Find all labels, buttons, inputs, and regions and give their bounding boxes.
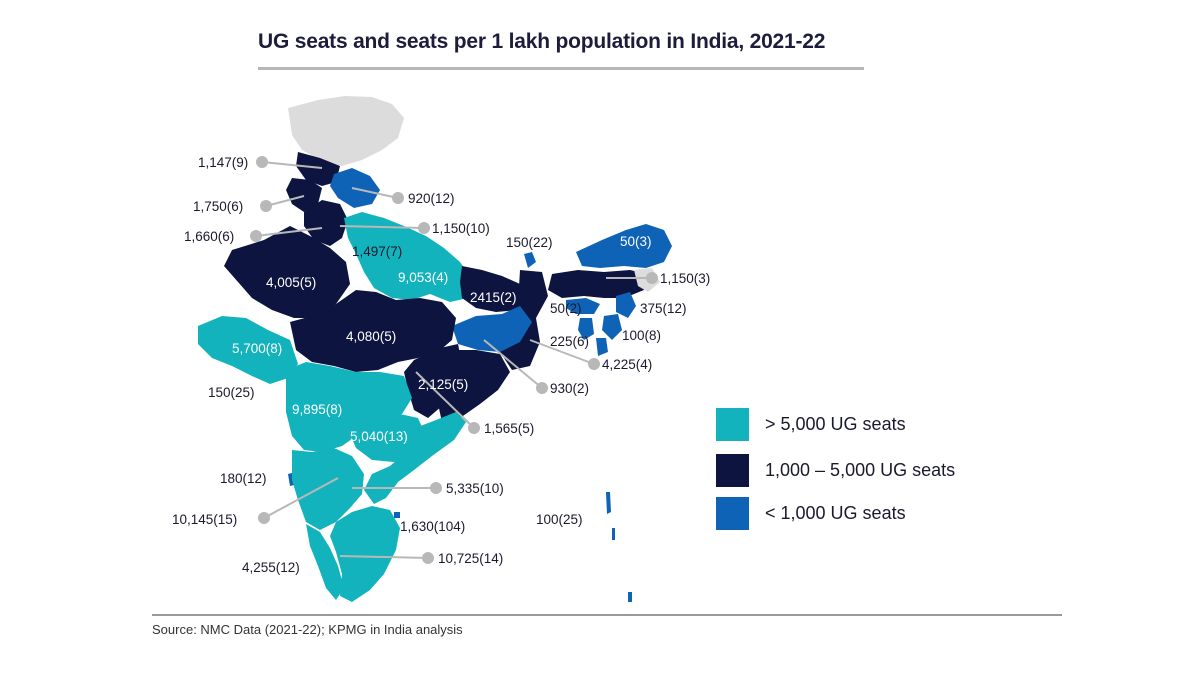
region-karnataka (292, 448, 364, 530)
label-nagaland: 375(12) (640, 301, 687, 316)
region-manipur (602, 314, 622, 340)
region-meghalaya (566, 298, 600, 314)
leader-delhi (339, 222, 430, 234)
label-uttar-pradesh: 9,053(4) (398, 270, 448, 285)
label-maharashtra: 9,895(8) (292, 402, 342, 417)
chart-title: UG seats and seats per 1 lakh population… (258, 30, 826, 53)
label-delhi: 1,150(10) (432, 221, 490, 236)
label-kerala: 4,255(12) (242, 560, 300, 575)
label-rajasthan: 4,005(5) (266, 275, 316, 290)
legend-swatch-low (716, 496, 749, 530)
label-haryana: 1,660(6) (184, 229, 234, 244)
label-tamil-nadu: 10,725(14) (438, 551, 503, 566)
leader-punjab (260, 195, 305, 212)
label-karnataka: 10,145(15) (172, 512, 237, 527)
legend-item-low: < 1,000 UG seats (716, 496, 906, 530)
legend-swatch-mid (716, 453, 749, 487)
label-puducherry: 1,630(104) (400, 519, 465, 534)
legend-label-low: < 1,000 UG seats (765, 502, 906, 523)
label-odisha: 1,565(5) (484, 421, 534, 436)
label-dnh-dd: 150(25) (208, 385, 255, 400)
region-gujarat (198, 316, 298, 384)
source-note: Source: NMC Data (2021-22); KPMG in Indi… (152, 622, 463, 637)
label-uttar-pradesh-small: 1,497(7) (352, 244, 402, 259)
region-chhattisgarh (404, 344, 462, 418)
label-bihar: 2415(2) (470, 290, 517, 305)
legend-item-high: > 5,000 UG seats (716, 407, 906, 441)
region-assam (548, 270, 648, 298)
label-andaman: 100(25) (536, 512, 583, 527)
label-west-bengal: 4,225(4) (602, 357, 652, 372)
label-goa: 180(12) (220, 471, 267, 486)
region-tamil-nadu (330, 506, 400, 602)
region-puducherry (394, 512, 400, 518)
label-sikkim: 150(22) (506, 235, 553, 250)
region-kerala (306, 524, 344, 600)
label-punjab: 1,750(6) (193, 199, 243, 214)
label-himachal: 1,147(9) (198, 155, 248, 170)
label-assam: 1,150(3) (660, 271, 710, 286)
label-jharkhand: 930(2) (550, 381, 589, 396)
label-arunachal: 50(3) (620, 234, 652, 249)
title-rule (258, 67, 864, 70)
label-chhattisgarh: 2,125(5) (418, 377, 468, 392)
label-meghalaya: 50(2) (550, 301, 582, 316)
label-madhya-pradesh: 4,080(5) (346, 329, 396, 344)
region-arunachal-pradesh (576, 224, 672, 268)
region-jharkhand (452, 306, 532, 352)
region-odisha (438, 350, 510, 422)
region-mizoram (596, 338, 608, 356)
region-maharashtra (286, 362, 412, 452)
leader-assam (606, 272, 658, 284)
footer-rule (152, 614, 1062, 616)
legend-swatch-high (716, 407, 749, 441)
region-himachal-pradesh (296, 152, 340, 186)
region-andhra-pradesh (364, 412, 466, 504)
legend-label-mid: 1,000 – 5,000 UG seats (765, 459, 956, 480)
region-bihar (460, 266, 530, 312)
legend-item-mid: 1,000 – 5,000 UG seats (716, 453, 955, 487)
region-nagaland (616, 292, 636, 318)
leader-andhra-pradesh (352, 482, 442, 494)
region-punjab (286, 178, 322, 212)
label-andhra-pradesh: 5,335(10) (446, 481, 504, 496)
leader-tamil-nadu (339, 552, 434, 564)
leader-jharkhand (483, 339, 548, 394)
label-telangana: 5,040(13) (350, 429, 408, 444)
region-haryana (304, 200, 348, 246)
leader-west-bengal (529, 339, 600, 370)
legend-label-high: > 5,000 UG seats (765, 413, 906, 434)
leader-uttarakhand (351, 187, 404, 204)
leader-karnataka (258, 477, 339, 524)
region-rajasthan (224, 226, 350, 318)
region-sikkim (524, 252, 536, 268)
region-madhya-pradesh (290, 290, 456, 372)
label-manipur: 100(8) (622, 328, 661, 343)
region-tripura (578, 318, 594, 340)
leader-odisha (415, 371, 480, 434)
label-tripura: 225(6) (550, 334, 589, 349)
leader-himachal (256, 156, 323, 169)
region-jammu-kashmir (288, 96, 404, 166)
region-uttar-pradesh (344, 212, 472, 302)
label-gujarat: 5,700(8) (232, 341, 282, 356)
leader-haryana (250, 227, 323, 242)
label-uttarakhand: 920(12) (408, 191, 455, 206)
region-andaman-nicobar (606, 492, 632, 602)
